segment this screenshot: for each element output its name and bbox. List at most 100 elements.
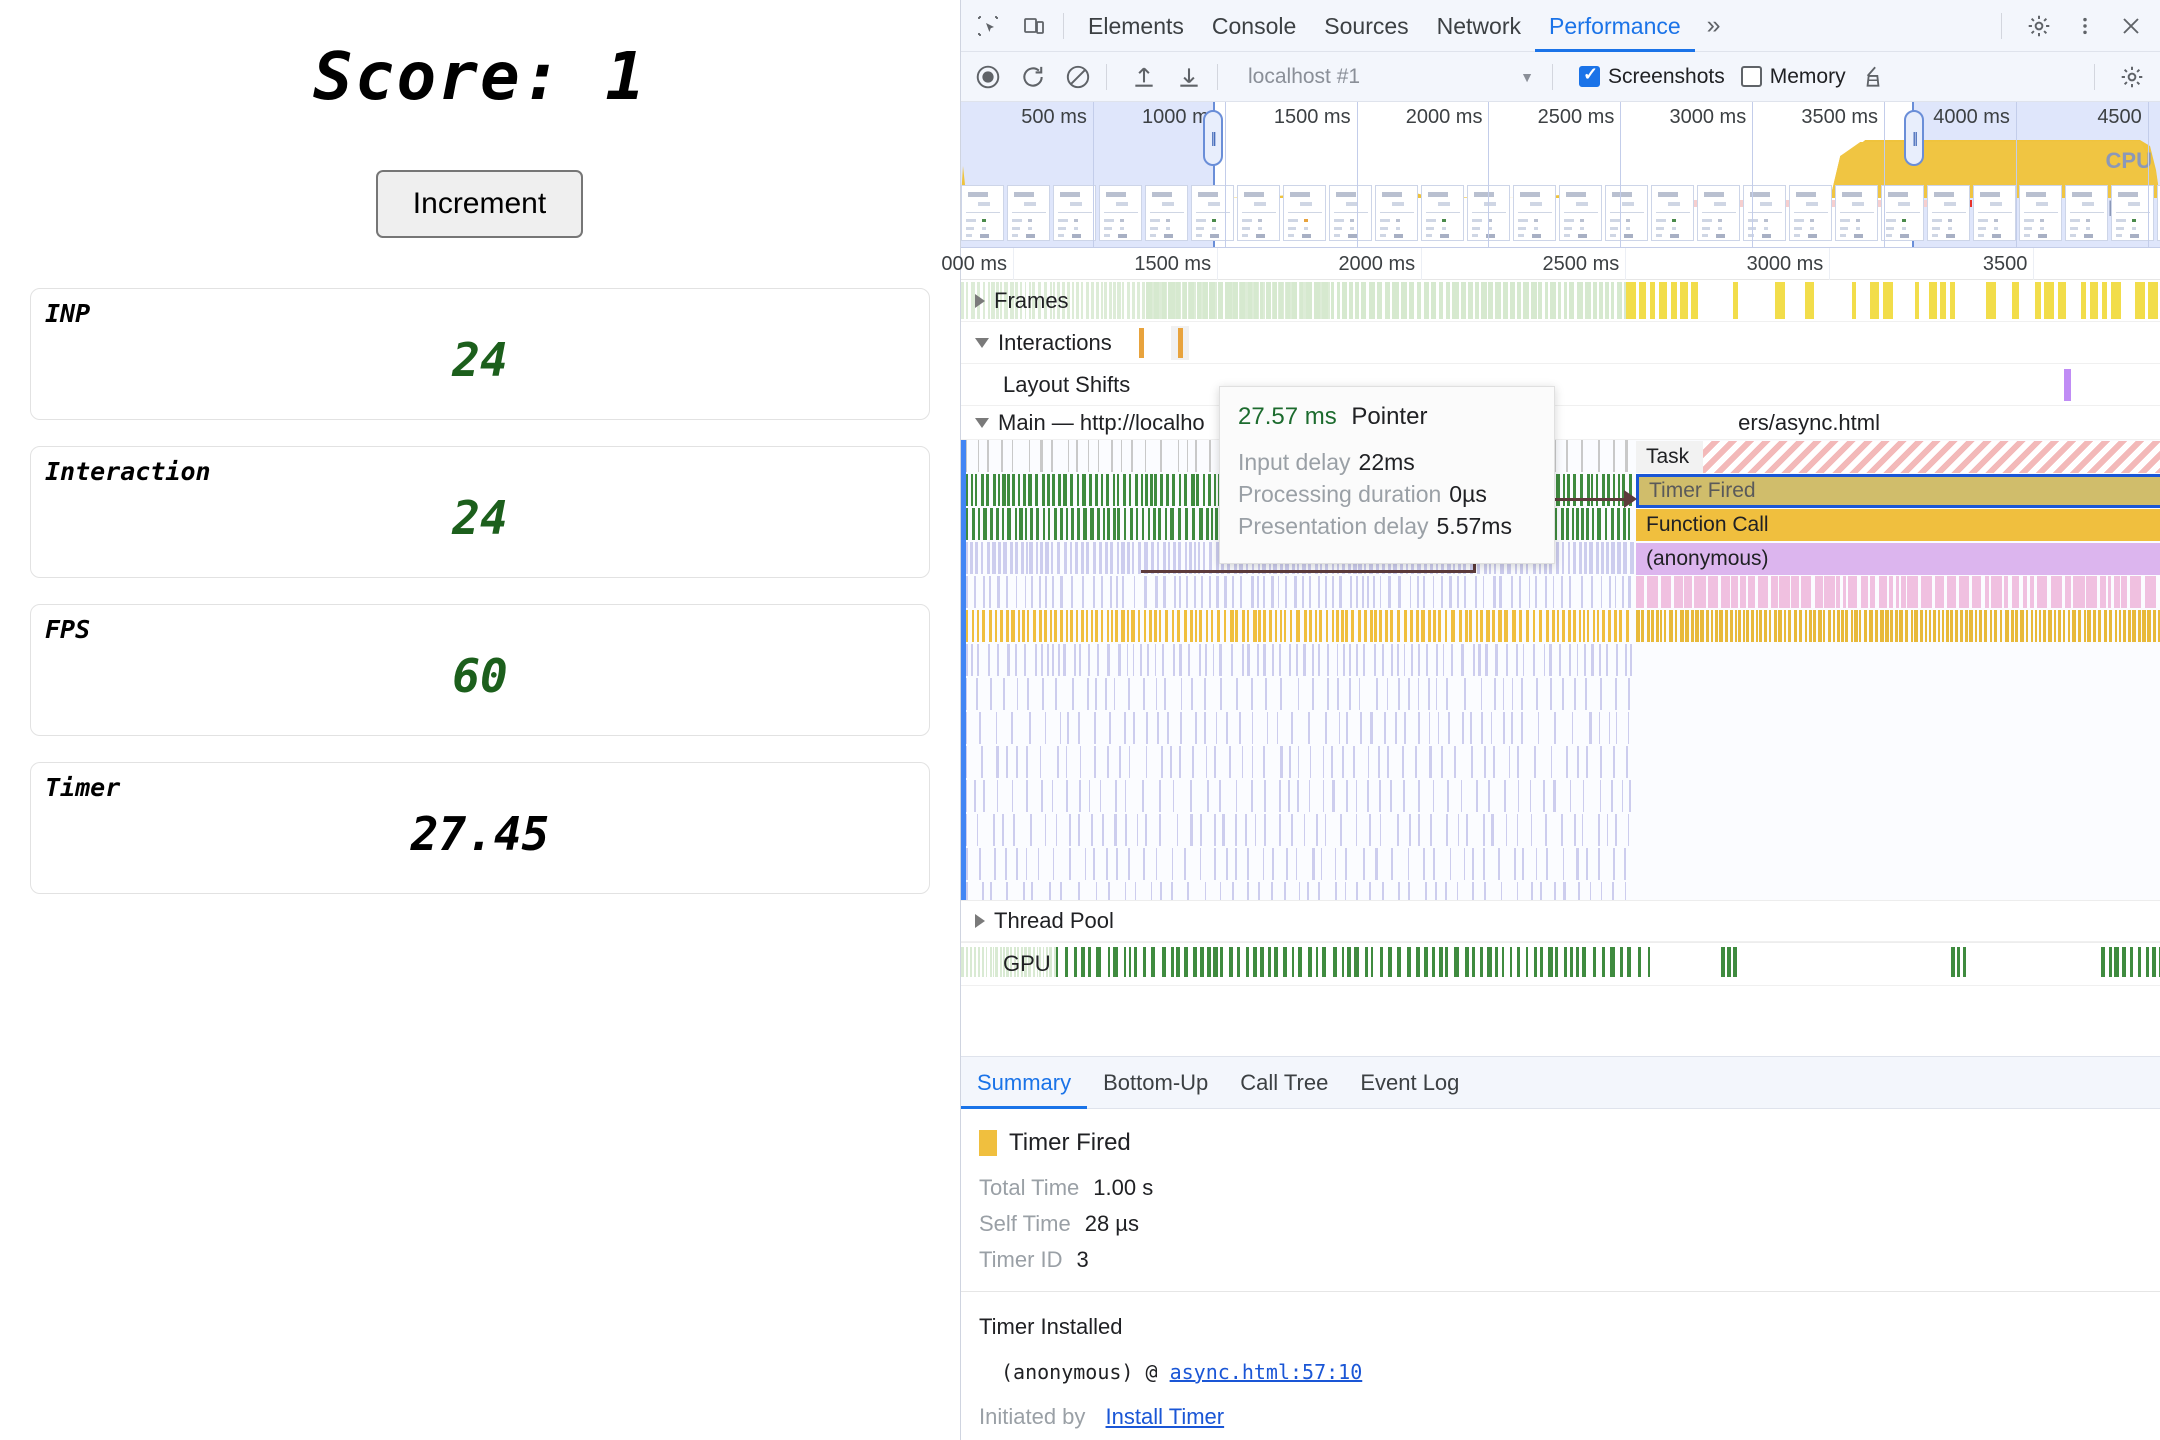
filmstrip-frame[interactable] — [961, 185, 1004, 241]
timeline-overview[interactable]: 500 ms 1000 ms 1500 ms 2000 ms 2500 ms 3000 m… — [961, 102, 2160, 248]
track-layout-shifts[interactable]: Layout Shifts — [961, 364, 2160, 406]
chevron-right-icon[interactable] — [975, 293, 985, 308]
interaction-marker[interactable] — [1139, 328, 1144, 358]
filmstrip-frame[interactable] — [1421, 185, 1464, 241]
screenshots-checkbox[interactable]: Screenshots — [1579, 64, 1725, 89]
track-thread-pool[interactable]: Thread Pool — [961, 900, 2160, 942]
filmstrip-frame[interactable] — [1191, 185, 1234, 241]
layout-shift-marker[interactable] — [2064, 369, 2071, 401]
flame-bar-anonymous[interactable]: (anonymous) — [1636, 543, 2160, 575]
save-profile-icon[interactable] — [1171, 59, 1207, 95]
track-label-gpu[interactable]: GPU — [975, 951, 1051, 977]
flamechart-row[interactable] — [966, 610, 2160, 642]
flamechart-row[interactable] — [966, 814, 2160, 846]
reload-and-record-icon[interactable] — [1015, 59, 1051, 95]
filmstrip-frame[interactable] — [1053, 185, 1096, 241]
filmstrip-frame[interactable] — [1513, 185, 1556, 241]
cpu-label: CPU — [2105, 148, 2152, 173]
stack-source-link[interactable]: async.html:57:10 — [1169, 1360, 1363, 1384]
main-thread-flamechart[interactable]: Task Timer Fired Function Call (anonymou… — [961, 440, 2160, 986]
flamechart-row[interactable] — [966, 576, 2160, 608]
track-label-thread-pool[interactable]: Thread Pool — [975, 908, 1114, 934]
track-gpu[interactable]: GPU — [961, 942, 2160, 986]
filmstrip-frame[interactable] — [1789, 185, 1832, 241]
filmstrip-frame[interactable] — [1605, 185, 1648, 241]
record-icon[interactable] — [970, 59, 1006, 95]
close-icon[interactable] — [2112, 7, 2150, 45]
more-options-icon[interactable] — [2066, 7, 2104, 45]
flamechart-row-gold[interactable] — [1636, 610, 2160, 642]
chevron-down-icon[interactable] — [975, 417, 989, 428]
filmstrip-frame[interactable] — [1697, 185, 1740, 241]
inspect-element-icon[interactable] — [969, 7, 1007, 45]
gear-icon[interactable] — [2114, 59, 2150, 95]
tab-bottom-up[interactable]: Bottom-Up — [1103, 1069, 1209, 1095]
flamechart-tracks[interactable]: Frames Interactions Layout Shifts — [961, 280, 2160, 986]
filmstrip-frame[interactable] — [1927, 185, 1970, 241]
flamechart-row[interactable] — [966, 746, 2160, 778]
clear-icon[interactable] — [1060, 59, 1096, 95]
flamechart-row-pink[interactable] — [1636, 576, 2160, 608]
filmstrip-frame[interactable] — [1283, 185, 1326, 241]
filmstrip-frame[interactable] — [1007, 185, 1050, 241]
overview-right-handle[interactable] — [1904, 110, 1925, 166]
flamechart-row[interactable] — [966, 644, 2160, 676]
filmstrip-frame[interactable] — [1743, 185, 1786, 241]
summary-self-time: Self Time 28 µs — [979, 1211, 1139, 1236]
checkbox-box — [1740, 66, 1762, 87]
tab-call-tree[interactable]: Call Tree — [1240, 1069, 1329, 1095]
profile-select[interactable]: localhost #1 ▼ — [1242, 60, 1542, 94]
filmstrip-frame[interactable] — [1881, 185, 1924, 241]
tab-event-log[interactable]: Event Log — [1360, 1069, 1460, 1095]
broom-icon[interactable] — [1855, 59, 1891, 95]
tab-summary[interactable]: Summary — [961, 1057, 1088, 1109]
filmstrip-frame[interactable] — [1375, 185, 1418, 241]
filmstrip-frame[interactable] — [1835, 185, 1878, 241]
flamechart-row[interactable] — [966, 678, 2160, 710]
track-label-main[interactable]: Main — http://localho — [975, 410, 1205, 436]
flame-bar-function-call[interactable]: Function Call — [1636, 509, 2160, 541]
track-interactions[interactable]: Interactions — [961, 322, 2160, 364]
flame-bar-task[interactable]: Task — [1636, 441, 1703, 473]
filmstrip-frame[interactable] — [1651, 185, 1694, 241]
filmstrip-frame[interactable] — [1099, 185, 1142, 241]
tab-sources[interactable]: Sources — [1324, 12, 1409, 39]
flamechart-row[interactable] — [966, 848, 2160, 880]
flamechart-row[interactable] — [966, 780, 2160, 812]
track-frames[interactable]: Frames — [961, 280, 2160, 322]
initiated-by-link[interactable]: Install Timer — [1105, 1404, 1225, 1429]
screenshot-filmstrip[interactable] — [961, 185, 2160, 247]
chevron-down-icon[interactable] — [975, 337, 989, 348]
track-label-layout-shifts[interactable]: Layout Shifts — [975, 372, 1130, 398]
load-profile-icon[interactable] — [1126, 59, 1162, 95]
tab-console[interactable]: Console — [1211, 12, 1297, 39]
filmstrip-frame[interactable] — [1145, 185, 1188, 241]
filmstrip-frame[interactable] — [2157, 185, 2160, 241]
tab-network[interactable]: Network — [1436, 12, 1521, 39]
flamechart-row[interactable] — [966, 882, 2160, 914]
gear-icon[interactable] — [2020, 7, 2058, 45]
chevron-right-icon[interactable] — [975, 914, 985, 928]
more-tabs-icon[interactable]: » — [1706, 11, 1721, 39]
flame-bar-timer-fired[interactable]: Timer Fired — [1636, 474, 2160, 508]
filmstrip-frame[interactable] — [2019, 185, 2062, 241]
metric-value: 24 — [452, 491, 508, 545]
filmstrip-frame[interactable] — [1973, 185, 2016, 241]
memory-checkbox[interactable]: Memory — [1740, 65, 1846, 89]
filmstrip-frame[interactable] — [1237, 185, 1280, 241]
track-label-frames[interactable]: Frames — [975, 288, 1069, 314]
filmstrip-frame[interactable] — [2111, 185, 2154, 241]
track-main-header[interactable]: Main — http://localho ers/async.html — [961, 406, 2160, 440]
filmstrip-frame[interactable] — [1559, 185, 1602, 241]
increment-button[interactable]: Increment — [376, 170, 583, 238]
filmstrip-frame[interactable] — [2065, 185, 2108, 241]
flamechart-row[interactable] — [966, 712, 2160, 744]
flame-bar-task-hatch[interactable] — [1703, 441, 2160, 473]
tab-elements[interactable]: Elements — [1088, 12, 1184, 39]
tab-performance[interactable]: Performance — [1535, 0, 1695, 52]
interaction-marker[interactable] — [1178, 328, 1183, 358]
device-toolbar-icon[interactable] — [1015, 7, 1053, 45]
overview-left-handle[interactable] — [1202, 110, 1223, 166]
filmstrip-frame[interactable] — [1329, 185, 1372, 241]
track-label-interactions[interactable]: Interactions — [975, 330, 1112, 356]
